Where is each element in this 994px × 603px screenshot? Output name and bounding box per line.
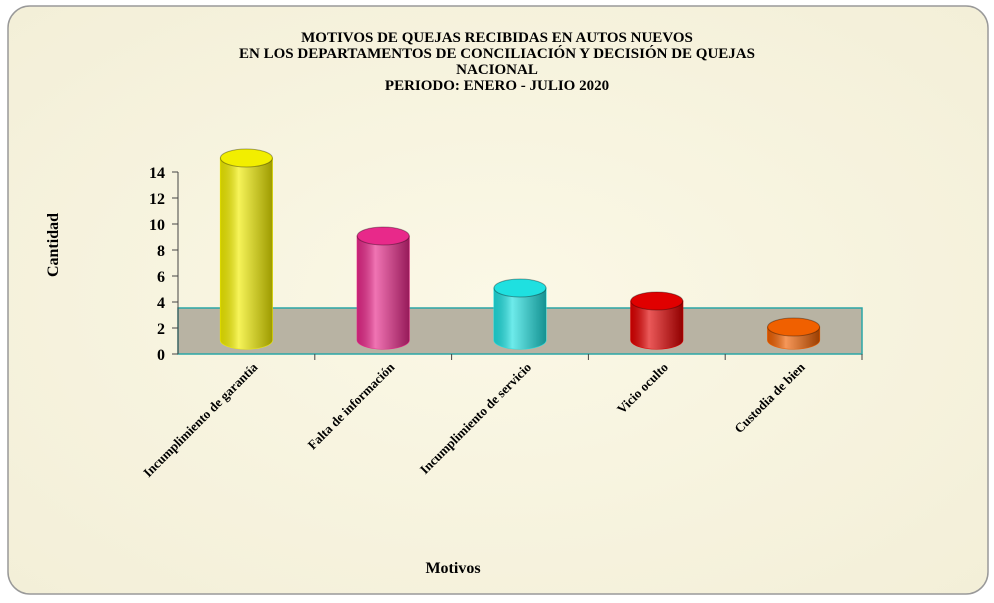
bar bbox=[767, 317, 821, 350]
y-tick-label: 14 bbox=[149, 165, 165, 182]
x-axis-label: Motivos bbox=[425, 560, 480, 577]
bar-top bbox=[767, 317, 821, 337]
chart-title: PERIODO: ENERO - JULIO 2020 bbox=[385, 78, 609, 94]
bar-shade bbox=[220, 158, 273, 349]
bar-top bbox=[219, 148, 273, 168]
bar bbox=[493, 278, 547, 350]
y-tick-label: 12 bbox=[149, 191, 165, 208]
bar bbox=[219, 148, 273, 350]
y-axis-label: Cantidad bbox=[45, 213, 62, 277]
y-tick-label: 4 bbox=[157, 295, 165, 312]
bar-shade bbox=[630, 301, 683, 349]
chart-title: MOTIVOS DE QUEJAS RECIBIDAS EN AUTOS NUE… bbox=[301, 30, 693, 46]
bar-shade bbox=[357, 236, 410, 349]
chart-title: EN LOS DEPARTAMENTOS DE CONCILIACIÓN Y D… bbox=[239, 45, 755, 62]
bar-shade bbox=[494, 288, 546, 349]
bar-top bbox=[356, 226, 410, 246]
y-tick-label: 0 bbox=[157, 347, 165, 364]
chart-title: NACIONAL bbox=[456, 62, 538, 78]
bar-top bbox=[493, 278, 547, 298]
y-tick-label: 10 bbox=[149, 217, 165, 234]
y-tick-label: 8 bbox=[157, 243, 165, 260]
y-tick-label: 2 bbox=[157, 321, 165, 338]
y-tick-label: 6 bbox=[157, 269, 165, 286]
bar bbox=[356, 226, 410, 350]
bar-top bbox=[630, 291, 684, 311]
bar bbox=[630, 291, 684, 350]
